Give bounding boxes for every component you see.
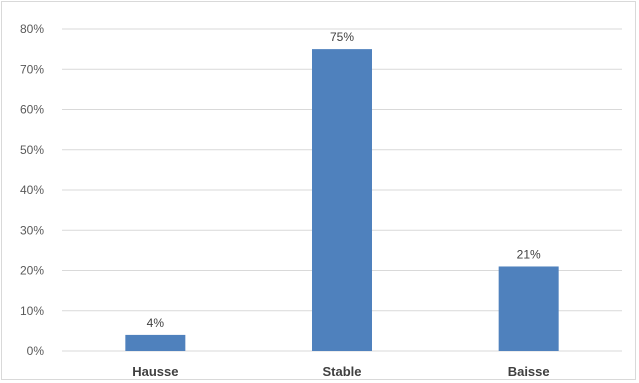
- x-category-label: Baisse: [508, 364, 550, 379]
- data-label: 75%: [330, 30, 354, 44]
- x-axis-category-labels: Hausse Stable Baisse: [132, 364, 549, 379]
- x-category-label: Hausse: [132, 364, 178, 379]
- y-tick-label: 10%: [20, 304, 44, 318]
- y-tick-label: 0%: [27, 344, 45, 358]
- y-tick-label: 40%: [20, 183, 44, 197]
- bar-stable: [312, 49, 372, 351]
- y-tick-label: 60%: [20, 103, 44, 117]
- y-axis-tick-labels: 0% 10% 20% 30% 40% 50% 60% 70% 80%: [20, 22, 44, 358]
- y-tick-label: 70%: [20, 62, 44, 76]
- y-tick-label: 20%: [20, 264, 44, 278]
- bar-baisse: [498, 266, 559, 351]
- data-label: 21%: [517, 247, 541, 261]
- data-label: 4%: [147, 316, 165, 330]
- data-labels: 4% 75% 21%: [147, 30, 541, 330]
- x-category-label: Stable: [322, 364, 361, 379]
- y-tick-label: 30%: [20, 223, 44, 237]
- bar-hausse: [125, 334, 186, 351]
- y-tick-label: 80%: [20, 22, 44, 36]
- y-tick-label: 50%: [20, 143, 44, 157]
- bars: [125, 49, 559, 351]
